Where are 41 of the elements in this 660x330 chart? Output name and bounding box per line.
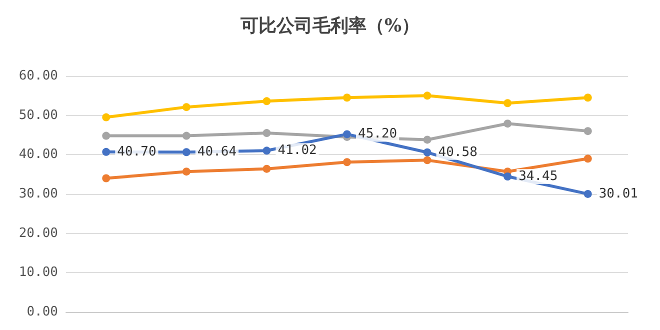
point xyxy=(423,156,432,164)
data-label: 41.02 xyxy=(278,143,317,158)
point xyxy=(182,148,190,156)
data-label: 40.64 xyxy=(197,144,237,160)
y-tick-label: 60.00 xyxy=(18,68,58,84)
data-label: 34.45 xyxy=(518,168,558,184)
point xyxy=(423,92,432,100)
point xyxy=(262,146,271,155)
point xyxy=(584,190,592,198)
point xyxy=(182,168,190,176)
point xyxy=(102,148,110,156)
y-tick-label: 20.00 xyxy=(18,226,58,241)
point xyxy=(423,148,432,156)
point xyxy=(262,164,271,173)
point xyxy=(504,99,512,108)
point xyxy=(102,113,110,122)
point xyxy=(262,97,271,106)
chart-title: 可比公司毛利率（%） xyxy=(239,16,420,36)
data-label: 30.01 xyxy=(598,186,638,202)
data-label: 40.70 xyxy=(117,144,156,160)
point xyxy=(504,120,512,128)
y-tick-label: 30.00 xyxy=(18,186,58,202)
data-label: 40.58 xyxy=(438,144,478,160)
point xyxy=(182,132,190,140)
point xyxy=(343,94,351,102)
point xyxy=(504,172,512,180)
point xyxy=(102,132,110,140)
data-label: 45.20 xyxy=(358,126,398,142)
point xyxy=(262,129,271,138)
point xyxy=(102,174,110,182)
point xyxy=(584,94,592,102)
point xyxy=(343,158,351,166)
y-tick-label: 0.00 xyxy=(26,304,58,320)
point xyxy=(343,130,351,138)
y-tick-label: 40.00 xyxy=(18,147,58,162)
point xyxy=(584,127,592,136)
y-tick-label: 10.00 xyxy=(18,265,58,280)
point xyxy=(182,103,190,112)
y-tick-label: 50.00 xyxy=(18,108,58,123)
point xyxy=(584,154,592,163)
point xyxy=(423,136,432,144)
